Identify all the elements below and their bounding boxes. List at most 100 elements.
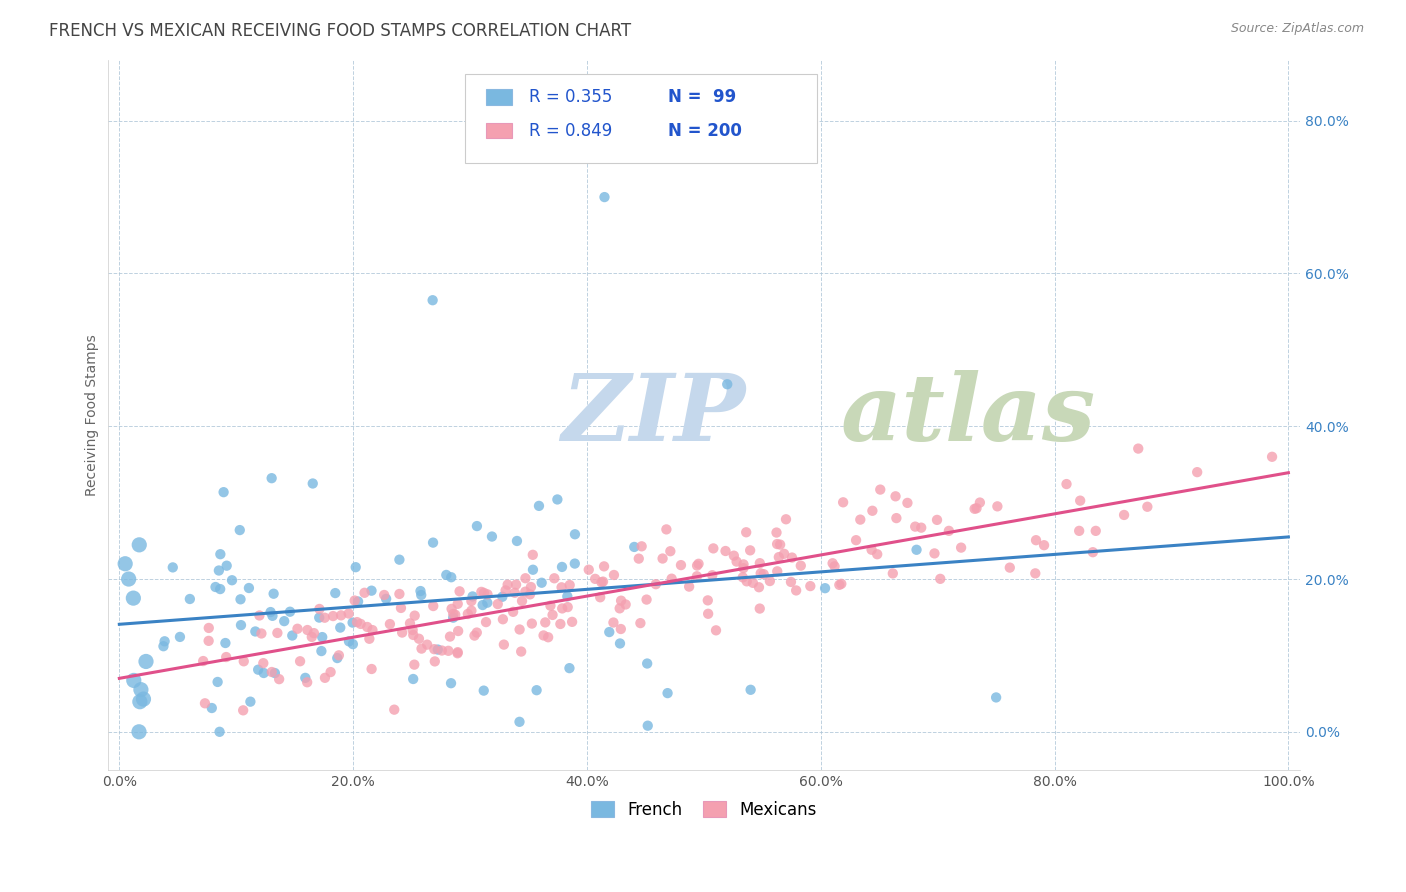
Point: [714, 544, 737, 558]
Point: [152, 639, 174, 653]
Point: [938, 524, 960, 538]
Point: [609, 601, 631, 615]
Point: [129, 682, 152, 697]
Point: [260, 471, 283, 485]
Point: [628, 616, 651, 631]
Point: [128, 538, 150, 552]
Point: [519, 587, 541, 601]
Point: [209, 582, 232, 596]
Point: [860, 504, 883, 518]
Point: [969, 495, 991, 509]
Point: [253, 665, 276, 680]
Point: [402, 623, 425, 637]
Point: [530, 575, 553, 590]
Point: [748, 556, 770, 570]
Point: [232, 703, 254, 717]
Point: [311, 644, 333, 658]
Point: [288, 654, 311, 668]
Point: [477, 587, 499, 601]
Point: [441, 607, 464, 621]
Point: [828, 578, 851, 592]
Point: [411, 641, 433, 656]
Point: [322, 609, 344, 624]
Point: [422, 535, 444, 549]
Point: [785, 583, 807, 598]
Point: [153, 634, 176, 648]
Point: [578, 563, 600, 577]
Point: [723, 549, 745, 563]
Point: [505, 577, 527, 591]
Point: [765, 525, 787, 540]
Text: N = 200: N = 200: [668, 121, 742, 140]
Point: [557, 600, 579, 615]
Point: [373, 588, 395, 602]
Point: [263, 666, 285, 681]
Point: [882, 566, 904, 581]
Point: [591, 575, 613, 590]
Point: [193, 654, 215, 668]
Point: [904, 519, 927, 533]
Point: [356, 620, 378, 634]
Point: [1025, 533, 1047, 548]
Point: [725, 555, 748, 569]
Point: [247, 663, 270, 677]
Point: [780, 550, 803, 565]
Point: [215, 558, 238, 573]
Point: [866, 547, 889, 561]
Point: [627, 551, 650, 566]
Point: [702, 568, 724, 582]
Point: [1081, 545, 1104, 559]
Point: [564, 557, 586, 571]
Point: [423, 655, 446, 669]
Point: [250, 626, 273, 640]
Point: [122, 673, 145, 688]
Point: [538, 599, 561, 613]
Point: [702, 541, 724, 556]
Point: [301, 476, 323, 491]
Point: [330, 608, 353, 623]
Point: [252, 656, 274, 670]
Point: [232, 654, 254, 668]
Point: [495, 583, 517, 598]
Point: [669, 558, 692, 573]
Point: [273, 614, 295, 628]
Point: [409, 584, 432, 599]
Point: [1084, 524, 1107, 538]
Point: [197, 633, 219, 648]
Point: [470, 585, 492, 599]
Point: [114, 557, 136, 571]
Point: [509, 623, 531, 637]
Point: [207, 675, 229, 690]
Point: [311, 630, 333, 644]
Point: [503, 586, 526, 600]
Point: [444, 607, 467, 622]
Point: [204, 580, 226, 594]
Point: [583, 572, 606, 586]
Point: [262, 608, 284, 623]
Point: [697, 607, 720, 621]
Point: [589, 591, 612, 605]
Text: R = 0.355: R = 0.355: [529, 88, 612, 106]
Point: [323, 586, 346, 600]
Point: [769, 538, 792, 552]
Point: [716, 377, 738, 392]
Point: [766, 564, 789, 578]
Point: [593, 559, 616, 574]
Point: [360, 662, 382, 676]
Point: [404, 657, 426, 672]
Point: [598, 625, 620, 640]
Point: [249, 608, 271, 623]
Point: [526, 683, 548, 698]
Point: [382, 703, 405, 717]
Point: [343, 593, 366, 607]
Point: [527, 499, 550, 513]
Point: [269, 672, 291, 686]
Point: [492, 612, 515, 626]
Point: [520, 580, 543, 594]
Point: [602, 615, 624, 630]
Point: [212, 485, 235, 500]
Point: [477, 596, 499, 610]
Point: [423, 642, 446, 657]
Point: [194, 696, 217, 710]
Point: [558, 661, 581, 675]
